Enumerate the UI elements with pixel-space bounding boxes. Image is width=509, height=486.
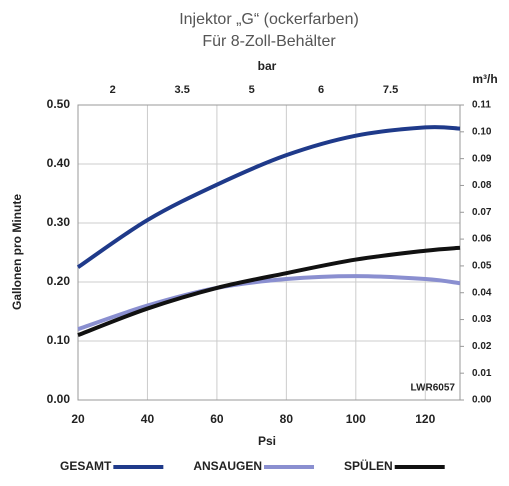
y2-tick-label: 0.07 — [472, 207, 492, 218]
y-tick-label: 0.00 — [47, 392, 71, 406]
y2-tick-label: 0.11 — [472, 100, 491, 111]
annotation: LWR6057 — [411, 383, 456, 394]
x2-tick-label: 3.5 — [175, 84, 190, 96]
y-tick-label: 0.10 — [47, 333, 71, 347]
y2-tick-label: 0.06 — [472, 234, 492, 245]
chart-title: Injektor „G“ (ockerfarben) — [179, 11, 359, 28]
y-tick-label: 0.50 — [47, 97, 71, 111]
y2-tick-label: 0.08 — [472, 180, 492, 191]
legend-label: ANSAUGEN — [193, 459, 262, 473]
y-tick-label: 0.30 — [47, 215, 71, 229]
legend-label: GESAMT — [60, 459, 112, 473]
y2-tick-label: 0.04 — [472, 287, 492, 298]
plot-border — [77, 104, 461, 401]
y2-tick-label: 0.02 — [472, 341, 492, 352]
x-tick-label: 20 — [71, 412, 85, 426]
x2-axis-label: bar — [258, 59, 277, 73]
y2-tick-label: 0.05 — [472, 261, 492, 272]
x-tick-label: 40 — [141, 412, 155, 426]
y-tick-label: 0.20 — [47, 274, 71, 288]
y2-tick-label: 0.01 — [472, 368, 492, 379]
y2-tick-label: 0.09 — [472, 153, 492, 164]
x-tick-label: 100 — [346, 412, 366, 426]
x2-tick-label: 6 — [318, 84, 324, 96]
x-axis-label: Psi — [258, 434, 276, 448]
y2-axis-label: m³/h — [472, 72, 497, 86]
chart-subtitle: Für 8-Zoll-Behälter — [202, 33, 336, 50]
x-tick-label: 120 — [415, 412, 435, 426]
x2-tick-label: 5 — [249, 84, 255, 96]
x-tick-label: 60 — [210, 412, 224, 426]
series-line — [77, 245, 461, 337]
y-axis-label: Gallonen pro Minute — [10, 194, 24, 310]
y2-tick-label: 0.10 — [472, 126, 492, 137]
x2-tick-label: 7.5 — [383, 84, 398, 96]
series-line — [76, 125, 461, 269]
y-tick-label: 0.40 — [47, 156, 71, 170]
x2-tick-label: 2 — [110, 84, 116, 96]
y2-tick-label: 0.00 — [472, 395, 492, 406]
y2-tick-label: 0.03 — [472, 314, 492, 325]
x-tick-label: 80 — [280, 412, 294, 426]
series-line — [77, 274, 461, 332]
legend-label: SPÜLEN — [344, 458, 393, 473]
